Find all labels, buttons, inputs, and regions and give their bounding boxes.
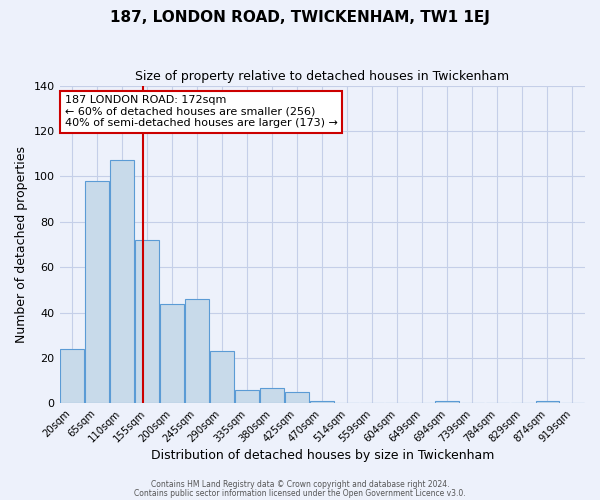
Bar xyxy=(135,240,159,404)
Title: Size of property relative to detached houses in Twickenham: Size of property relative to detached ho… xyxy=(135,70,509,83)
Bar xyxy=(185,299,209,404)
Bar xyxy=(85,181,109,404)
Bar xyxy=(60,349,84,404)
Bar xyxy=(210,351,234,404)
Bar xyxy=(436,401,459,404)
Bar xyxy=(286,392,309,404)
Text: 187, LONDON ROAD, TWICKENHAM, TW1 1EJ: 187, LONDON ROAD, TWICKENHAM, TW1 1EJ xyxy=(110,10,490,25)
Text: Contains public sector information licensed under the Open Government Licence v3: Contains public sector information licen… xyxy=(134,488,466,498)
Text: 187 LONDON ROAD: 172sqm
← 60% of detached houses are smaller (256)
40% of semi-d: 187 LONDON ROAD: 172sqm ← 60% of detache… xyxy=(65,95,338,128)
X-axis label: Distribution of detached houses by size in Twickenham: Distribution of detached houses by size … xyxy=(151,450,494,462)
Bar xyxy=(260,388,284,404)
Bar xyxy=(536,401,559,404)
Bar xyxy=(160,304,184,404)
Bar xyxy=(310,401,334,404)
Text: Contains HM Land Registry data © Crown copyright and database right 2024.: Contains HM Land Registry data © Crown c… xyxy=(151,480,449,489)
Bar xyxy=(235,390,259,404)
Bar xyxy=(110,160,134,404)
Y-axis label: Number of detached properties: Number of detached properties xyxy=(15,146,28,343)
